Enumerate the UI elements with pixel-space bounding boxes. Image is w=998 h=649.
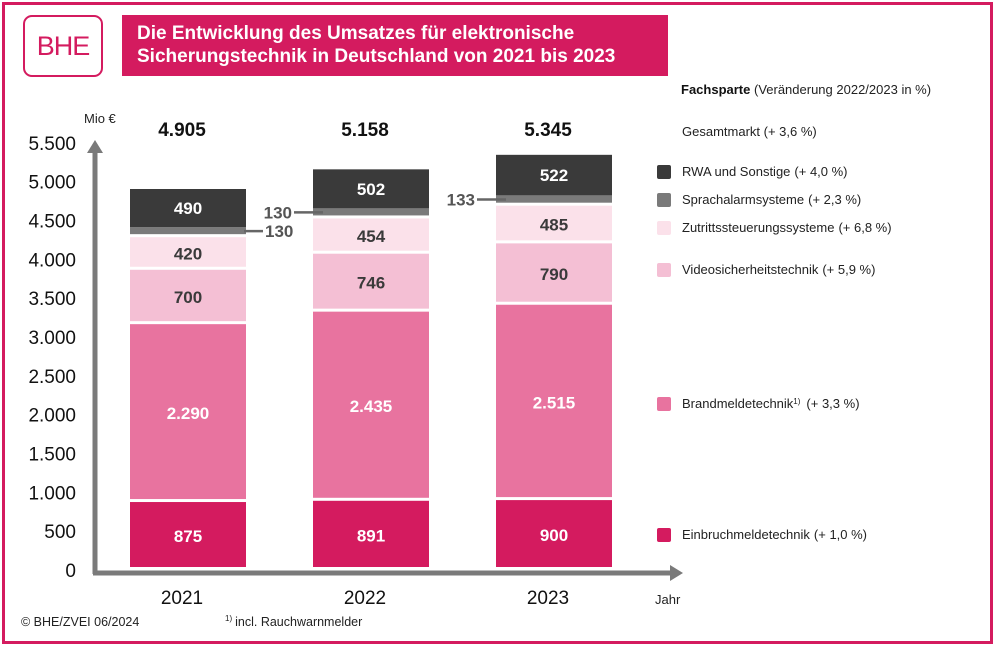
bar-value-label: 2.515	[533, 393, 576, 412]
x-tick-label: 2021	[161, 588, 203, 609]
legend-heading-bold: Fachsparte	[681, 82, 751, 97]
y-tick-label: 500	[44, 522, 76, 543]
bar-segment-zutrittssteuerungssysteme-2023	[496, 205, 612, 241]
bar-value-label: 900	[540, 526, 568, 545]
bar-value-label: 133	[447, 191, 475, 210]
bar-value-label: 875	[174, 527, 202, 546]
legend-footnote-mark: 1)	[793, 397, 801, 406]
bar-value-label: 490	[174, 199, 202, 218]
footnote: 1) incl. Rauchwarnmelder	[225, 614, 363, 629]
y-tick-label: 3.000	[28, 328, 76, 349]
bar-segment-einbruchmeldetechnik-2022	[313, 500, 429, 567]
bar-segment-einbruchmeldetechnik-2023	[496, 500, 612, 567]
legend-swatch	[657, 192, 671, 207]
y-tick-label: 0	[65, 561, 76, 582]
title-line-1: Die Entwicklung des Umsatzes für elektro…	[137, 23, 575, 44]
bar-value-label: 420	[174, 244, 202, 263]
y-axis-arrow-icon	[87, 140, 103, 153]
bar-segment-videosicherheitstechnik-2021	[130, 269, 246, 322]
legend-swatch	[657, 262, 671, 277]
copyright: © BHE/ZVEI 06/2024	[21, 615, 140, 629]
legend-change: (+ 5,9 %)	[822, 262, 876, 277]
legend-label: Videosicherheitstechnik	[682, 262, 819, 277]
bar-segment-brandmeldetechnik-2021	[130, 324, 246, 500]
bar-segment-zutrittssteuerungssysteme-2022	[313, 218, 429, 251]
x-tick-label: 2022	[344, 588, 386, 609]
chart-title: Die Entwicklung des Umsatzes für elektro…	[122, 15, 668, 76]
legend-item: RWA und Sonstige (+ 4,0 %)	[657, 164, 848, 179]
legend-label: RWA und Sonstige	[682, 164, 791, 179]
x-axis-arrow-icon	[670, 565, 683, 581]
y-axis-unit-label: Mio €	[84, 111, 117, 126]
legend-item: Videosicherheitstechnik (+ 5,9 %)	[657, 262, 875, 277]
bar-value-label: 746	[357, 274, 385, 293]
title-line-2: Sicherungstechnik in Deutschland von 202…	[137, 46, 616, 67]
legend-change: (+ 4,0 %)	[794, 164, 848, 179]
y-tick-label: 5.000	[28, 173, 76, 194]
footnote-text: incl. Rauchwarnmelder	[235, 615, 363, 629]
bar-value-label: 522	[540, 166, 568, 185]
bar-segment-brandmeldetechnik-2022	[313, 311, 429, 498]
bar-segment-rwa-und-sonstige-2021	[130, 189, 246, 228]
bar-value-label: 700	[174, 288, 202, 307]
bar-value-label: 485	[540, 216, 568, 235]
y-tick-label: 5.500	[28, 134, 76, 155]
legend-item: Zutrittssteuerungssysteme (+ 6,8 %)	[657, 220, 892, 235]
footnote-mark: 1)	[225, 614, 233, 623]
legend-swatch	[657, 164, 671, 179]
y-tick-label: 4.000	[28, 250, 76, 271]
bar-segment-videosicherheitstechnik-2023	[496, 243, 612, 302]
y-tick-label: 2.500	[28, 367, 76, 388]
legend-heading-rest: (Veränderung 2022/2023 in %)	[750, 82, 932, 97]
bar-segment-videosicherheitstechnik-2022	[313, 253, 429, 309]
legend-swatch	[657, 527, 671, 542]
bar-value-label: 790	[540, 265, 568, 284]
x-axis-label: Jahr	[655, 592, 681, 607]
bar-segment-rwa-und-sonstige-2022	[313, 169, 429, 209]
y-tick-label: 1.000	[28, 483, 76, 504]
bar-value-label: 2.290	[167, 404, 210, 423]
bar-value-label: 891	[357, 526, 385, 545]
bar-total-label: 4.905	[158, 120, 206, 141]
legend-item: Sprachalarmsysteme (+ 2,3 %)	[657, 192, 861, 207]
legend-label: Zutrittssteuerungssysteme	[682, 220, 835, 235]
legend-total: Gesamtmarkt (+ 3,6 %)	[682, 124, 817, 139]
legend-change: (+ 6,8 %)	[838, 220, 892, 235]
legend-change: (+ 3,3 %)	[806, 396, 860, 411]
bar-segment-zutrittssteuerungssysteme-2021	[130, 237, 246, 267]
legend-item: Einbruchmeldetechnik (+ 1,0 %)	[657, 527, 867, 542]
bar-value-label: 130	[265, 222, 293, 241]
legend-label: Brandmeldetechnik	[682, 396, 794, 411]
bhe-logo: BHE	[23, 15, 103, 77]
bar-value-label: 2.435	[350, 397, 393, 416]
bar-segment-sprachalarmsysteme-2022	[313, 208, 429, 216]
legend-label: Einbruchmeldetechnik	[682, 527, 810, 542]
bar-segment-brandmeldetechnik-2023	[496, 304, 612, 498]
bar-segment-sprachalarmsysteme-2021	[130, 227, 246, 235]
legend-item: Brandmeldetechnik 1) (+ 3,3 %)	[657, 396, 860, 411]
legend-heading: Fachsparte (Veränderung 2022/2023 in %)	[681, 82, 931, 97]
legend-label: Sprachalarmsysteme	[682, 192, 805, 207]
legend-swatch	[657, 396, 671, 411]
y-tick-label: 1.500	[28, 444, 76, 465]
bar-segment-sprachalarmsysteme-2023	[496, 195, 612, 203]
bar-value-label: 502	[357, 180, 385, 199]
legend-change: (+ 1,0 %)	[813, 527, 868, 542]
bar-total-label: 5.345	[524, 120, 572, 141]
y-tick-label: 3.500	[28, 289, 76, 310]
legend-swatch	[657, 220, 671, 235]
y-tick-label: 4.500	[28, 211, 76, 232]
y-tick-label: 2.000	[28, 406, 76, 427]
bar-segment-rwa-und-sonstige-2023	[496, 154, 612, 196]
bar-value-label: 130	[264, 203, 292, 222]
bar-total-label: 5.158	[341, 120, 389, 141]
bar-value-label: 454	[357, 227, 386, 246]
legend-change: (+ 2,3 %)	[808, 192, 862, 207]
x-tick-label: 2023	[527, 588, 569, 609]
bar-segment-einbruchmeldetechnik-2021	[130, 502, 246, 567]
